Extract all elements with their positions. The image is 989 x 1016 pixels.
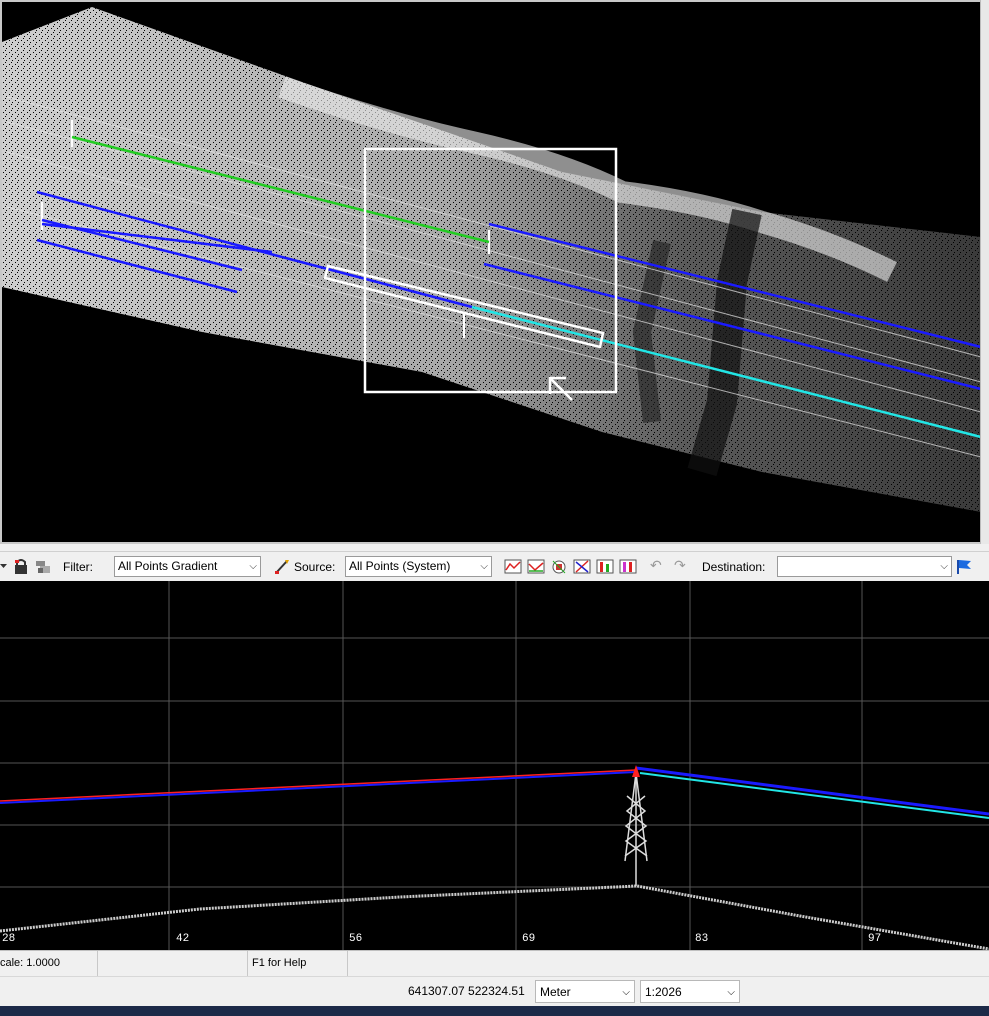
blue-conductor-left (0, 771, 637, 804)
pencil-source-icon[interactable] (273, 558, 291, 575)
taskbar-item[interactable] (590, 1006, 593, 1016)
redo-icon[interactable]: ↷ (674, 557, 686, 573)
classify-icon-6[interactable] (619, 558, 637, 575)
coordinate-bar: 641307.07 522324.51 Meter ⌵ 1:2026 ⌵ (0, 976, 989, 1007)
profile-toolbar: Filter: All Points Gradient ⌵ Source: Al… (0, 551, 989, 582)
flag-icon[interactable] (955, 558, 973, 575)
scale-dropdown[interactable]: 1:2026 ⌵ (640, 980, 740, 1003)
mouse-cursor-icon (548, 376, 573, 401)
classify-icon-2[interactable] (527, 558, 545, 575)
scale-dropdown-value: 1:2026 (645, 985, 682, 999)
chevron-down-icon: ⌵ (480, 561, 488, 572)
plan-view-scrollbar[interactable] (980, 0, 989, 544)
chevron-down-icon: ⌵ (727, 987, 735, 998)
profile-view-canvas[interactable]: 28 42 56 69 83 97 (0, 581, 989, 950)
help-status: F1 for Help (248, 951, 348, 976)
plan-view-graphics (2, 7, 982, 512)
dropdown-arrow-icon[interactable] (0, 558, 8, 575)
cyan-conductor (471, 305, 982, 439)
lock-icon[interactable] (12, 558, 30, 575)
profile-grid (0, 581, 989, 950)
filter-dropdown[interactable]: All Points Gradient ⌵ (114, 556, 261, 577)
red-conductor (0, 769, 637, 802)
taskbar-item[interactable] (425, 1006, 428, 1016)
classify-icon-5[interactable] (596, 558, 614, 575)
edit-selection-strip (323, 264, 605, 349)
source-label: Source: (294, 560, 336, 574)
windows-taskbar (0, 1006, 989, 1016)
destination-label: Destination: (702, 560, 766, 574)
source-dropdown[interactable]: All Points (System) ⌵ (345, 556, 492, 577)
classify-icon-4[interactable] (573, 558, 591, 575)
blue-conductor-right (635, 766, 989, 816)
taskbar-item[interactable] (760, 1006, 763, 1016)
status-bar: cale: 1.0000 F1 for Help (0, 950, 989, 977)
tower-profile (624, 772, 648, 886)
zoom-window-rect (363, 147, 618, 394)
blue-conductors (36, 190, 982, 391)
profile-axis-label: 56 (349, 933, 363, 945)
plan-view-canvas[interactable] (0, 0, 985, 544)
taskbar-item[interactable] (0, 1006, 3, 1016)
cyan-conductor-right (639, 772, 989, 819)
source-dropdown-value: All Points (System) (349, 559, 451, 573)
filter-dropdown-value: All Points Gradient (118, 559, 218, 573)
profile-axis-label: 69 (522, 933, 536, 945)
profile-axis-label: 83 (695, 933, 709, 945)
cursor-coordinates: 641307.07 522324.51 (408, 984, 525, 998)
green-conductor (71, 135, 490, 244)
profile-axis-label: 28 (2, 933, 16, 945)
chevron-down-icon: ⌵ (622, 987, 630, 998)
attachment-point-marker (632, 765, 640, 777)
unit-dropdown[interactable]: Meter ⌵ (535, 980, 635, 1003)
layer-stack-icon[interactable] (34, 558, 52, 575)
status-spacer (98, 951, 248, 976)
taskbar-item[interactable] (270, 1006, 273, 1016)
unit-dropdown-value: Meter (540, 985, 571, 999)
chevron-down-icon: ⌵ (940, 561, 948, 572)
undo-icon[interactable]: ↶ (650, 557, 662, 573)
classify-icon-3[interactable] (550, 558, 568, 575)
profile-axis-label: 42 (176, 933, 190, 945)
profile-view-graphics (0, 581, 989, 950)
scale-status: cale: 1.0000 (0, 951, 98, 976)
destination-dropdown[interactable]: ⌵ (777, 556, 952, 577)
taskbar-item[interactable] (120, 1006, 123, 1016)
ground-points (0, 884, 989, 950)
vegetation-points (278, 76, 897, 282)
profile-axis-label: 97 (868, 933, 882, 945)
filter-label: Filter: (63, 560, 93, 574)
classify-icon-1[interactable] (504, 558, 522, 575)
chevron-down-icon: ⌵ (249, 561, 257, 572)
